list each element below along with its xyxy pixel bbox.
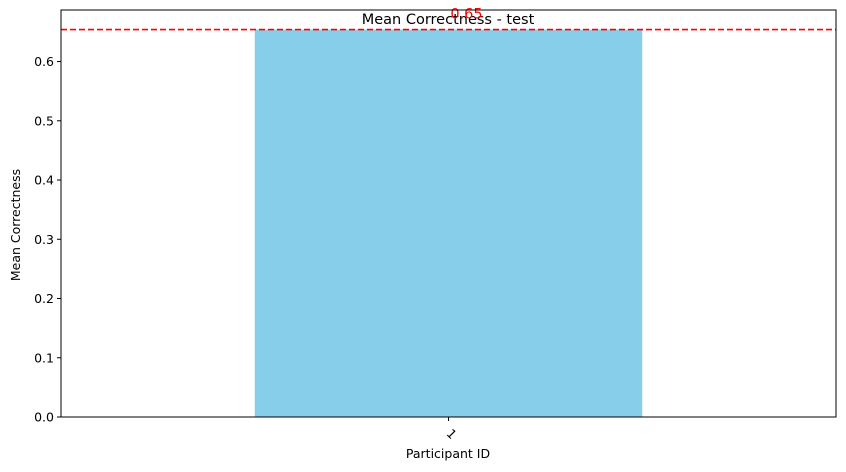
y-tick-label: 0.1 [34,350,54,365]
y-tick-label: 0.0 [34,410,54,425]
y-tick-label: 0.3 [34,232,54,247]
y-axis-label: Mean Correctness [8,169,23,281]
y-tick-label: 0.2 [34,291,54,306]
x-axis-label: Participant ID [406,446,490,461]
plot-area: 1 0.0 0.1 0.2 0.3 0.4 0.5 0.6 0.65 [34,7,836,442]
plot-frame [60,9,837,418]
y-tick-label: 0.6 [34,54,54,69]
bar [254,29,643,417]
y-tick-label: 0.5 [34,113,54,128]
chart-title: Mean Correctness - test [362,12,535,28]
x-tick-label: 1 [444,426,460,442]
y-tick-label: 0.4 [34,173,54,188]
mean-reference-label: 0.65 [450,7,482,23]
